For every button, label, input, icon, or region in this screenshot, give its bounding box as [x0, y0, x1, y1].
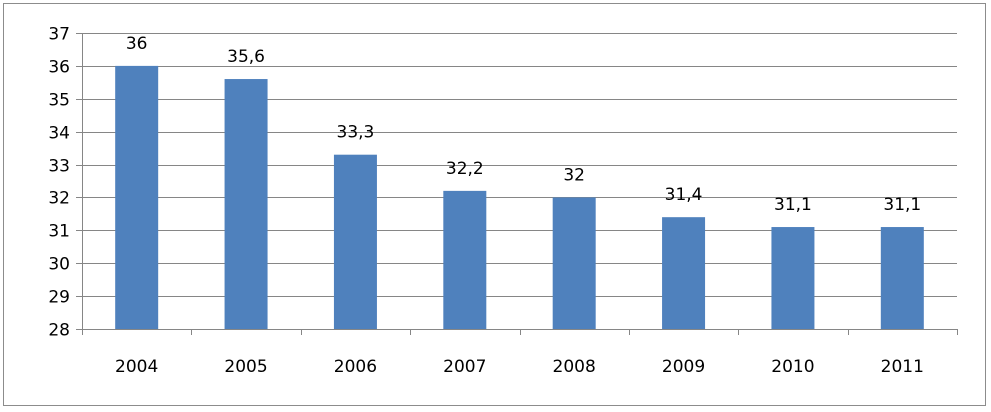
axes: [76, 33, 958, 335]
y-tick-label: 37: [48, 25, 70, 45]
data-label: 33,3: [337, 123, 375, 143]
data-label: 32: [563, 165, 585, 185]
bar: [333, 154, 377, 329]
x-tick-label: 2010: [771, 357, 814, 377]
x-tick-label: 2005: [224, 357, 267, 377]
x-tick-labels: 2004 2005 2006 2007 2008 2009 2010 2011: [115, 357, 924, 377]
x-tick-label: 2004: [115, 357, 158, 377]
x-tick-label: 2007: [443, 357, 486, 377]
bar: [880, 227, 924, 329]
y-tick-label: 31: [48, 222, 70, 242]
data-label: 35,6: [227, 47, 265, 67]
x-tick-label: 2011: [881, 357, 924, 377]
data-label: 36: [126, 34, 148, 54]
x-tick-label: 2006: [334, 357, 377, 377]
data-labels: 36 35,6 33,3 32,2 32 31,4 31,1 31,1: [126, 34, 921, 215]
y-tick-label: 30: [48, 255, 70, 275]
y-tick-label: 32: [48, 189, 70, 209]
x-tick-label: 2008: [553, 357, 596, 377]
y-tick-label: 35: [48, 91, 70, 111]
gridlines: [82, 33, 957, 297]
y-tick-label: 33: [48, 157, 70, 177]
bars: [115, 65, 924, 330]
bar: [771, 227, 815, 329]
bar: [443, 190, 487, 329]
bar: [662, 217, 706, 329]
data-label: 31,4: [665, 185, 703, 205]
data-label: 31,1: [883, 195, 921, 215]
y-tick-labels: 28 29 30 31 32 33 34 35 36 37: [48, 25, 70, 341]
bar: [115, 65, 159, 329]
chart-frame: [3, 3, 986, 406]
bar: [224, 79, 268, 330]
y-tick-label: 29: [48, 288, 70, 308]
data-label: 32,2: [446, 159, 484, 179]
y-tick-label: 28: [48, 321, 70, 341]
y-tick-label: 34: [48, 124, 70, 144]
data-label: 31,1: [774, 195, 812, 215]
bar: [552, 197, 596, 329]
y-tick-label: 36: [48, 58, 70, 78]
x-tick-label: 2009: [662, 357, 705, 377]
